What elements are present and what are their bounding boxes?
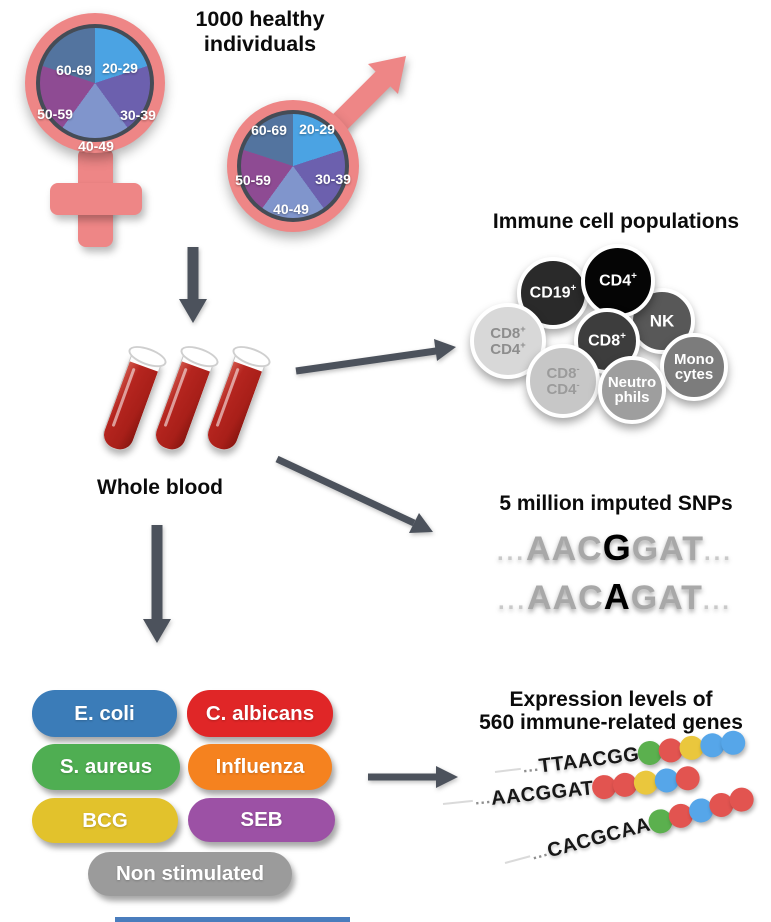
snps-title: 5 million imputed SNPs [499, 492, 733, 515]
male-pie-ring [237, 110, 349, 222]
cell-cd4: CD4+ [581, 244, 655, 318]
age-label-30-39: 30-39 [315, 171, 351, 187]
stimulus-e-coli: E. coli [32, 690, 177, 737]
arrow-cohort-to-blood [179, 247, 207, 323]
arrow-blood-to-cells [295, 339, 456, 375]
cell-neutrophils: Neutro phils [598, 356, 666, 424]
female-pie-circle: 20-29 30-39 40-49 50-59 60-69 [25, 13, 165, 154]
age-label-50-59: 50-59 [235, 172, 271, 188]
blue-dot [720, 729, 747, 757]
expression-title: Expression levels of 560 immune-related … [479, 688, 743, 734]
stimulus-s-aureus: S. aureus [32, 744, 180, 790]
stimulus-c-albicans: C. albicans [187, 690, 333, 737]
arrow-blood-to-stimuli [143, 525, 171, 643]
cropped-blue-bar [115, 917, 350, 922]
dna-strand-line [494, 767, 521, 773]
stimulus-bcg: BCG [32, 798, 178, 843]
snp-sequences: ...AACGGAT... ...AACAGAT... [450, 527, 771, 625]
dna-strand-line [442, 799, 473, 805]
age-label-50-59: 50-59 [37, 106, 73, 122]
stimulus-influenza: Influenza [188, 744, 332, 790]
immune-cells-title: Immune cell populations [492, 210, 740, 233]
female-symbol: 20-29 30-39 40-49 50-59 60-69 [25, 13, 165, 248]
male-symbol: 20-29 30-39 40-49 50-59 60-69 [227, 100, 359, 232]
arrow-blood-to-snps [275, 455, 433, 533]
cell-cd8neg-cd4neg: CD8- CD4- [526, 344, 600, 418]
age-label-40-49: 40-49 [273, 201, 309, 217]
male-arrow [329, 56, 406, 133]
snp-sequence-row-2: ...AACAGAT... [498, 576, 732, 617]
age-label-20-29: 20-29 [299, 121, 335, 137]
age-label-60-69: 60-69 [251, 122, 287, 138]
age-label-40-49: 40-49 [78, 138, 114, 154]
stimulus-non-stimulated: Non stimulated [88, 852, 292, 896]
female-pie-ring [36, 24, 154, 142]
red-dot [674, 765, 702, 792]
cell-monocytes: Mono cytes [660, 333, 728, 401]
age-label-30-39: 30-39 [120, 107, 156, 123]
whole-blood-label: Whole blood [97, 476, 223, 499]
female-age-pie-chart [40, 28, 150, 138]
arrow-stimuli-to-expression [368, 766, 458, 788]
stimulus-seb: SEB [188, 798, 335, 842]
snp-variant-allele: G [602, 527, 632, 568]
female-symbol-crossbar [50, 183, 142, 215]
age-label-60-69: 60-69 [56, 62, 92, 78]
dna-strand-line [504, 855, 531, 864]
snp-sequence-row-1: ...AACGGAT... [497, 527, 733, 568]
snp-variant-allele: A [603, 576, 631, 617]
male-age-pie-chart [241, 114, 345, 218]
cohort-title: 1000 healthy individuals [195, 7, 325, 56]
age-label-20-29: 20-29 [102, 60, 138, 76]
